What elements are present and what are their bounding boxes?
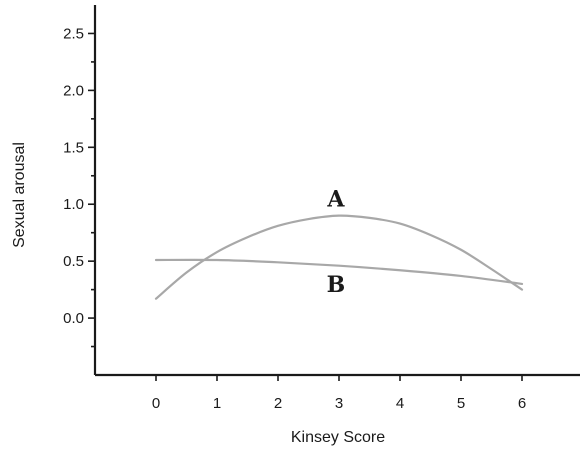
series-line-a [154, 214, 524, 300]
y-axis-label: Sexual arousal [11, 142, 28, 248]
y-tick-label: 0.5 [63, 253, 84, 270]
x-tick-label: 5 [457, 395, 465, 412]
x-tick-label: 6 [518, 395, 526, 412]
axes: 0.0 0.5 1.0 1.5 2.0 2.5 0 1 2 3 4 5 6 [63, 5, 580, 412]
y-tick-label: 2.0 [63, 82, 84, 99]
series-label-b: B [327, 272, 346, 298]
y-tick-label: 1.5 [63, 139, 84, 156]
x-tick-label: 2 [274, 395, 282, 412]
y-tick-label: 1.0 [63, 196, 84, 213]
series-label-a: A [326, 187, 345, 213]
series-group [154, 214, 524, 300]
x-tick-label: 3 [335, 395, 343, 412]
x-tick-label: 0 [152, 395, 160, 412]
y-tick-label: 0.0 [63, 310, 84, 327]
y-tick-label: 2.5 [63, 25, 84, 42]
x-tick-label: 1 [213, 395, 221, 412]
x-tick-label: 4 [396, 395, 404, 412]
annotations-group: AB [326, 187, 345, 298]
series-line-b [154, 258, 524, 286]
x-axis-label: Kinsey Score [291, 429, 385, 446]
